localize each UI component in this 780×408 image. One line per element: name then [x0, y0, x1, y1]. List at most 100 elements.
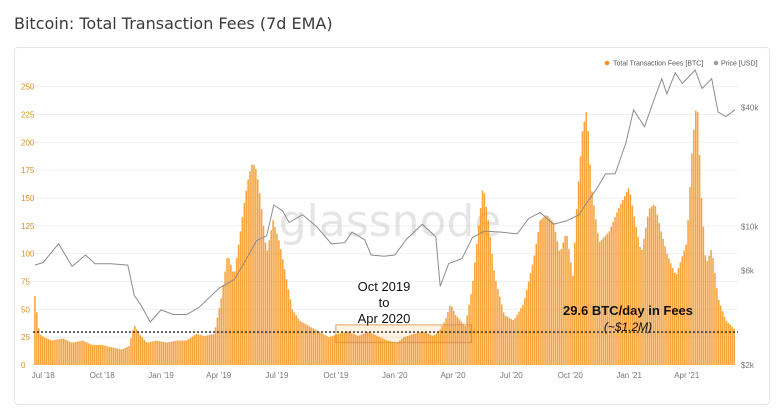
x-tick-label: Jan '19	[148, 371, 174, 380]
fee-bar	[598, 241, 601, 365]
y-tick-label-left: 0	[21, 361, 26, 370]
y-axis-left: 0 25 50 75 100 125 150 175 200 225 250	[21, 83, 35, 370]
fee-bar	[249, 171, 251, 365]
y-tick-label-right: $6k	[741, 267, 755, 276]
fee-bar	[573, 242, 576, 365]
fee-bar	[493, 270, 495, 365]
fee-bar	[262, 225, 265, 365]
fee-bar	[683, 250, 685, 365]
fee-bar	[208, 334, 211, 365]
y-tick-label-left: 125	[21, 222, 35, 231]
fee-bar	[727, 323, 730, 365]
fee-bar	[155, 340, 157, 365]
fee-bar	[312, 328, 315, 365]
fee-bar	[431, 335, 434, 365]
y-tick-label-left: 50	[21, 305, 30, 314]
fee-bar	[475, 243, 478, 365]
fee-bar	[629, 194, 632, 365]
fee-bar	[702, 226, 705, 365]
fee-bar	[41, 336, 44, 365]
fee-bar	[410, 334, 413, 365]
fee-bars	[34, 110, 735, 366]
fee-bar	[166, 342, 169, 365]
fee-bar	[456, 317, 459, 365]
fee-bar	[533, 255, 536, 365]
fee-bar	[182, 340, 184, 365]
fee-bar	[712, 258, 714, 365]
legend-price-label: Price [USD]	[721, 61, 758, 68]
fee-bar	[570, 262, 572, 365]
fee-bar	[633, 216, 636, 365]
fee-bar	[716, 288, 718, 365]
fee-bar	[483, 193, 486, 365]
x-tick-label: Jul '19	[266, 371, 289, 380]
x-tick-label: Apr '20	[440, 371, 466, 380]
fee-bar	[228, 258, 230, 365]
fee-bar	[368, 332, 370, 365]
fee-bar	[101, 344, 103, 365]
fee-bar	[212, 333, 215, 365]
fee-bar	[331, 335, 334, 365]
fee-bar	[510, 318, 513, 365]
fee-bar	[495, 281, 497, 365]
fee-bar	[393, 342, 395, 365]
fee-bar	[581, 131, 584, 365]
fee-bar	[112, 347, 115, 365]
fee-bar	[197, 334, 199, 365]
fee-bar	[616, 212, 618, 365]
fee-bar	[575, 209, 578, 365]
period-annotation-line3: Apr 2020	[358, 311, 411, 326]
fee-bar	[645, 227, 647, 365]
fee-bar	[149, 341, 151, 365]
fee-bar	[139, 335, 142, 365]
fee-bar	[568, 249, 570, 365]
fee-bar	[579, 156, 582, 365]
fee-bar	[604, 235, 607, 365]
fee-bar	[266, 250, 269, 365]
fee-bar	[673, 272, 676, 365]
fee-bar	[362, 333, 365, 365]
fee-bar	[176, 340, 178, 365]
fee-bar	[516, 314, 518, 365]
period-annotation-line1: Oct 2019	[358, 279, 411, 294]
fee-bar	[141, 337, 144, 365]
fee-bar	[539, 220, 541, 365]
fee-bar	[278, 240, 280, 365]
fee-bar	[383, 339, 386, 365]
fee-bar	[472, 280, 474, 365]
fee-bar	[577, 181, 580, 365]
fee-bar	[714, 273, 716, 365]
fee-bar	[487, 220, 490, 365]
fee-bar	[424, 332, 426, 365]
fee-bar	[418, 332, 420, 365]
fee-bar	[654, 206, 657, 365]
fee-bar	[224, 271, 226, 365]
x-tick-label: Jul '20	[500, 371, 523, 380]
fee-bar	[531, 264, 534, 365]
fee-bar	[232, 271, 234, 365]
fee-bar	[145, 341, 148, 365]
fee-bar	[518, 311, 520, 365]
fee-bar	[68, 341, 71, 365]
fee-bar	[303, 323, 305, 365]
y-tick-label-left: 100	[21, 250, 35, 259]
fee-bar	[402, 337, 405, 365]
fee-bar	[326, 336, 328, 365]
fee-bar	[583, 121, 586, 366]
fee-bar	[203, 335, 205, 365]
fee-bar	[529, 273, 532, 365]
y-tick-label-left: 150	[21, 194, 35, 203]
fee-bar	[310, 327, 313, 365]
fee-bar	[114, 348, 117, 365]
fee-bar	[408, 335, 411, 365]
fee-bar	[387, 340, 390, 365]
fee-bar	[468, 304, 470, 365]
fee-bar	[36, 312, 38, 365]
fee-bar	[285, 279, 288, 365]
fee-bar	[700, 198, 703, 365]
fee-bar	[109, 346, 111, 365]
fee-bar	[422, 331, 424, 365]
fee-bar	[641, 249, 643, 365]
fee-bar	[560, 249, 563, 365]
fee-bar	[572, 275, 574, 365]
